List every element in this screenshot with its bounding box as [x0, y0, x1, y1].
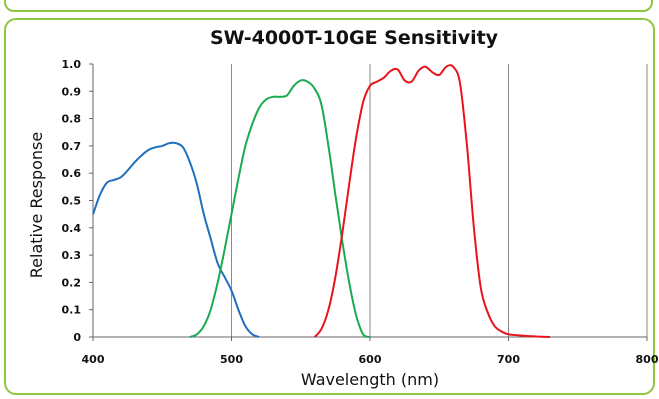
grid-lines	[231, 64, 648, 337]
y-tick-label: 0.6	[62, 167, 82, 180]
top-panel-border	[4, 0, 653, 12]
chart-title: SW-4000T-10GE Sensitivity	[210, 27, 499, 49]
x-tick-label: 800	[636, 353, 659, 366]
x-tick-label: 700	[497, 353, 520, 366]
y-tick-label: 0.1	[62, 304, 82, 317]
series-line	[92, 141, 260, 338]
plot-axes	[89, 63, 648, 341]
y-tick-label: 0.2	[62, 276, 82, 289]
y-axis-label: Relative Response	[27, 132, 46, 278]
chart-frame	[4, 18, 655, 395]
y-tick-label: 0.8	[62, 113, 82, 126]
y-tick-label: 1.0	[62, 58, 82, 71]
x-tick-labels: 400 500 600 700 800	[82, 353, 659, 366]
y-tick-label: 0.5	[62, 195, 82, 208]
y-tick-label: 0	[73, 331, 81, 344]
y-tick-label: 0.9	[62, 85, 82, 98]
series-lines	[92, 64, 551, 338]
y-tick-label: 0.3	[62, 249, 82, 262]
series-line	[313, 64, 551, 338]
y-tick-label: 0.4	[62, 222, 82, 235]
series-line	[189, 79, 371, 338]
x-axis-label: Wavelength (nm)	[301, 370, 439, 389]
x-tick-label: 600	[359, 353, 382, 366]
y-tick-label: 0.7	[62, 140, 82, 153]
y-tick-labels: 0 0.1 0.2 0.3 0.4 0.5 0.6 0.7 0.8 0.9 1.0	[62, 58, 82, 344]
x-tick-label: 400	[82, 353, 105, 366]
x-tick-label: 500	[220, 353, 243, 366]
